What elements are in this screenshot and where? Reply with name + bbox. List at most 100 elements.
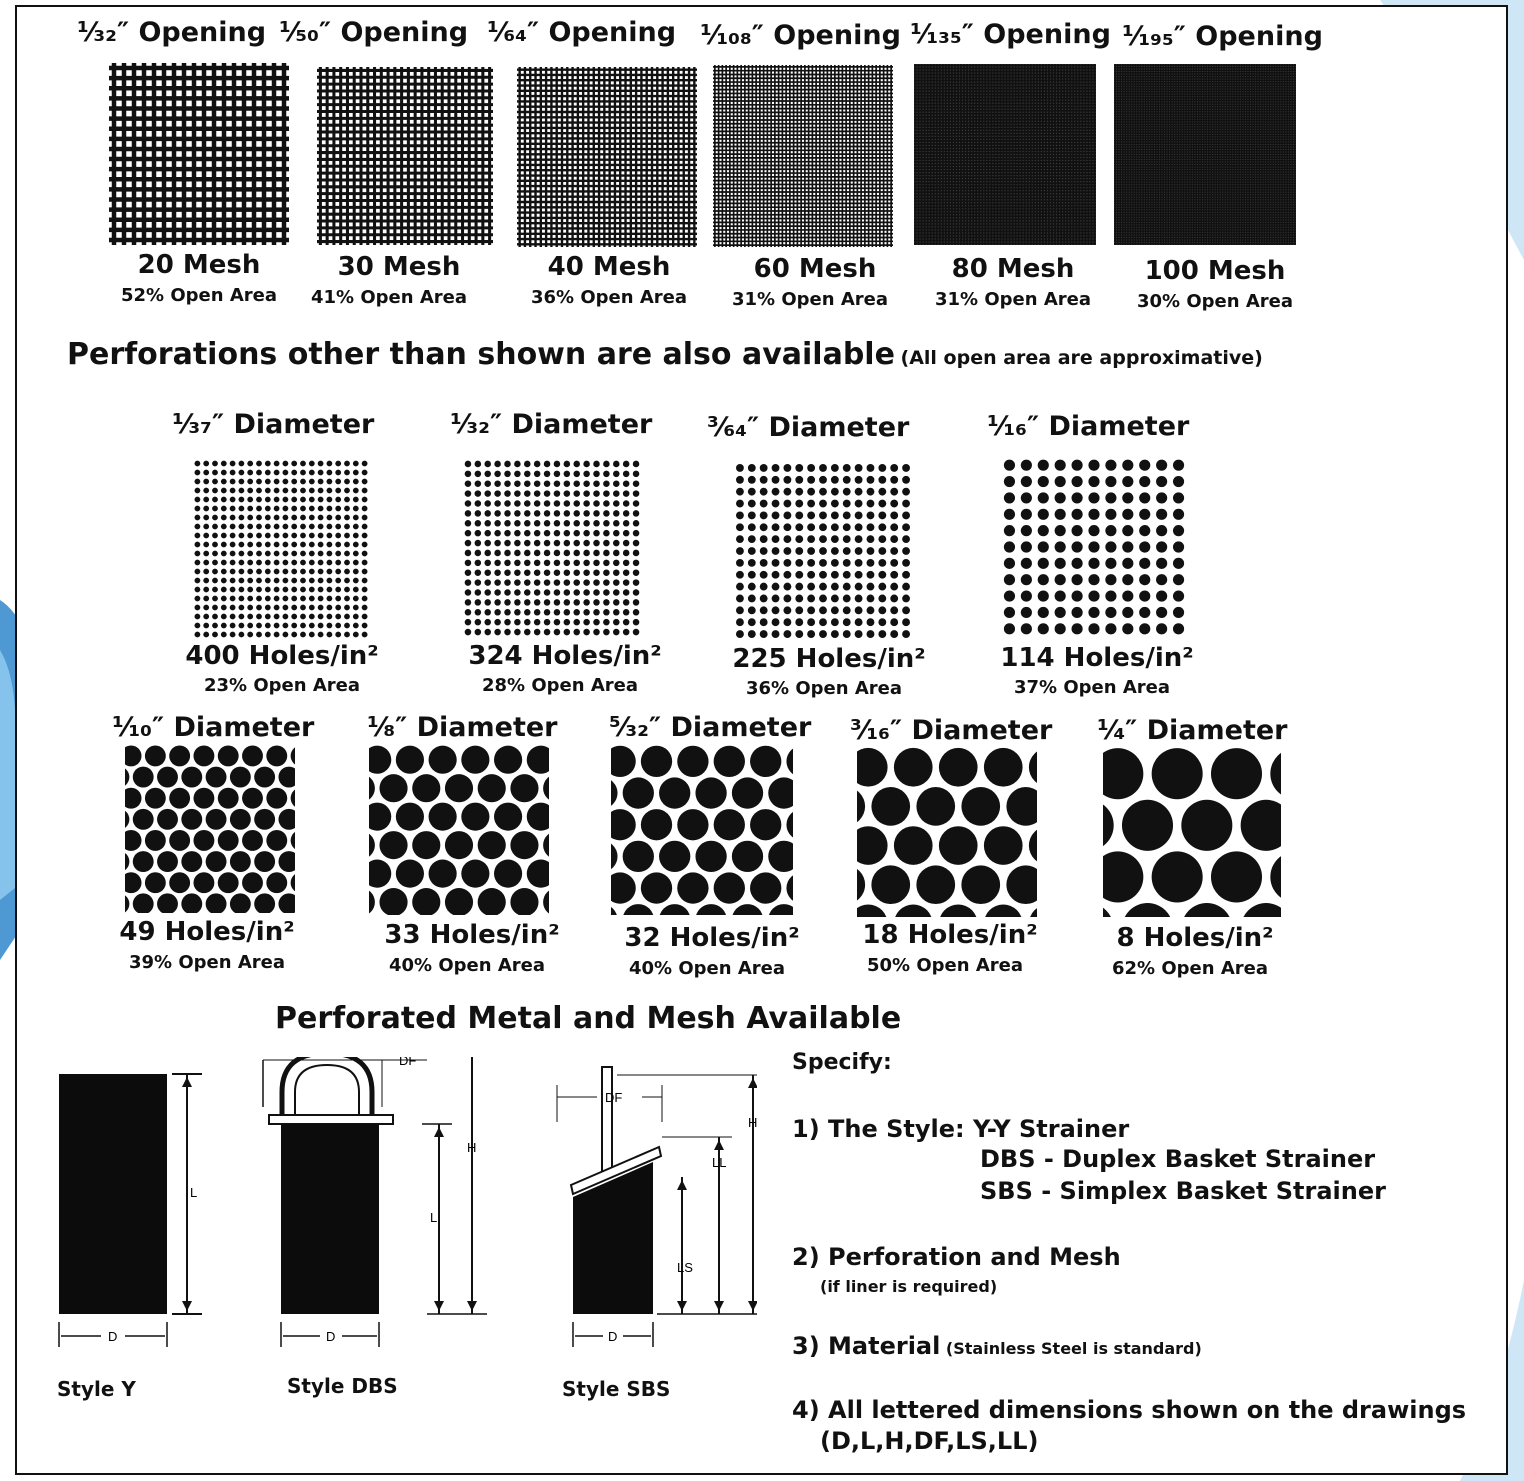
perforation-hole — [622, 628, 630, 636]
perforation-hole — [494, 628, 501, 636]
perforation-hole — [890, 523, 899, 532]
perforation-hole — [603, 460, 610, 468]
perforation-hole — [220, 622, 227, 629]
perforation-hole — [783, 570, 792, 579]
perforation-hole — [229, 541, 236, 548]
perforation-hole — [474, 529, 482, 537]
perforation-hole — [830, 630, 839, 638]
perforation-hole — [514, 618, 521, 626]
perforation-diameter: ³⁄₆₄″ Diameter — [707, 412, 910, 443]
perforation-hole — [308, 505, 315, 512]
perforation-hole — [308, 523, 315, 530]
perforation-hole — [494, 539, 501, 547]
perforation-hole — [857, 826, 888, 865]
perforation-hole — [1071, 590, 1083, 602]
perforation-hole — [273, 604, 280, 611]
perforation-hole — [632, 589, 640, 596]
perforation-hole — [412, 831, 441, 860]
mesh-pattern — [713, 65, 893, 247]
perforation-hole — [212, 604, 218, 611]
perforation-hole — [335, 478, 342, 485]
perforation-hole — [1054, 459, 1066, 471]
perforation-hole — [573, 569, 580, 576]
perforations-note-small: (All open area are approximative) — [900, 347, 1263, 369]
perforation-hole — [583, 529, 590, 537]
perforation-hole — [524, 539, 531, 547]
perforation-hole — [335, 487, 342, 494]
perforation-hole — [361, 550, 368, 557]
perforation-hole — [632, 628, 640, 636]
perforation-hole — [747, 487, 756, 496]
perforation-hole — [256, 550, 262, 557]
perforation-hole — [317, 478, 324, 485]
perforation-hole — [1071, 623, 1083, 635]
perforation-hole — [464, 480, 472, 487]
perforation-hole — [504, 460, 511, 468]
perforation-hole — [256, 604, 262, 611]
perforation-hole — [264, 532, 271, 539]
perforation-hole — [278, 851, 295, 873]
perforation-hole — [611, 780, 618, 806]
perforation-hole — [1270, 856, 1281, 898]
perforation-hole — [361, 460, 368, 467]
perforation-hole — [807, 535, 816, 544]
perforation-hole — [866, 499, 875, 508]
perforation-hole — [212, 613, 218, 620]
perforation-hole — [795, 499, 804, 508]
perforation-hole — [1054, 525, 1066, 537]
perforation-hole — [335, 541, 342, 548]
perforation-hole — [181, 808, 203, 830]
perforation-hole — [603, 599, 610, 606]
perforation-hole — [494, 500, 501, 507]
perforation-hole — [771, 475, 780, 484]
perforation-hole — [1151, 748, 1203, 800]
perforation-hole — [194, 487, 201, 494]
perforation-hole — [622, 480, 630, 487]
perforation-hole — [543, 618, 551, 626]
perforation-hole — [623, 904, 654, 915]
perforation-hole — [494, 745, 523, 774]
perforation-hole — [524, 609, 531, 616]
perforation-hole — [613, 460, 620, 468]
perforation-hole — [890, 487, 899, 496]
perforation-hole — [593, 460, 600, 468]
perforation-hole — [893, 747, 933, 787]
perforation-hole — [854, 511, 863, 520]
perforation-hole — [282, 514, 289, 521]
perforation-hole — [361, 595, 368, 602]
perforation-hole — [1088, 541, 1100, 553]
perforation-hole — [352, 613, 359, 620]
perforation-diameter: ⁵⁄₃₂″ Diameter — [609, 712, 812, 743]
perforation-hole — [583, 579, 590, 586]
perforation-hole — [807, 547, 816, 555]
perforation-hole — [819, 570, 827, 579]
perforation-hole — [866, 535, 875, 544]
perforation-hole — [194, 568, 201, 575]
perforation-hole — [866, 594, 875, 603]
perforation-hole — [759, 523, 768, 532]
perforation-hole — [291, 559, 298, 566]
perforation-hole — [504, 510, 511, 517]
perforation-hole — [524, 549, 531, 557]
perforation-hole — [866, 570, 875, 579]
perforation-hole — [1071, 525, 1083, 537]
perforation-hole — [194, 604, 201, 611]
perforation-holes: 225 Holes/in² — [732, 644, 926, 674]
perforation-hole — [212, 523, 218, 530]
perforation-hole — [1105, 508, 1117, 520]
perforation-hole — [352, 532, 359, 539]
perforation-hole — [352, 550, 359, 557]
perforation-hole — [524, 599, 531, 606]
specify-item-1-dbs: DBS - Duplex Basket Strainer — [980, 1145, 1376, 1173]
perforation-hole — [238, 577, 245, 584]
perforations-note: Perforations other than shown are also a… — [67, 337, 1263, 372]
perforation-hole — [266, 745, 288, 767]
perforation-hole — [890, 475, 899, 484]
perforation-hole — [771, 570, 780, 579]
mesh-swatch-80 — [914, 64, 1096, 245]
perforation-hole — [747, 547, 756, 555]
perforation-hole — [878, 547, 887, 555]
perforation-hole — [1172, 557, 1185, 569]
perforation-hole — [352, 622, 359, 629]
perforation-hole — [504, 500, 511, 507]
